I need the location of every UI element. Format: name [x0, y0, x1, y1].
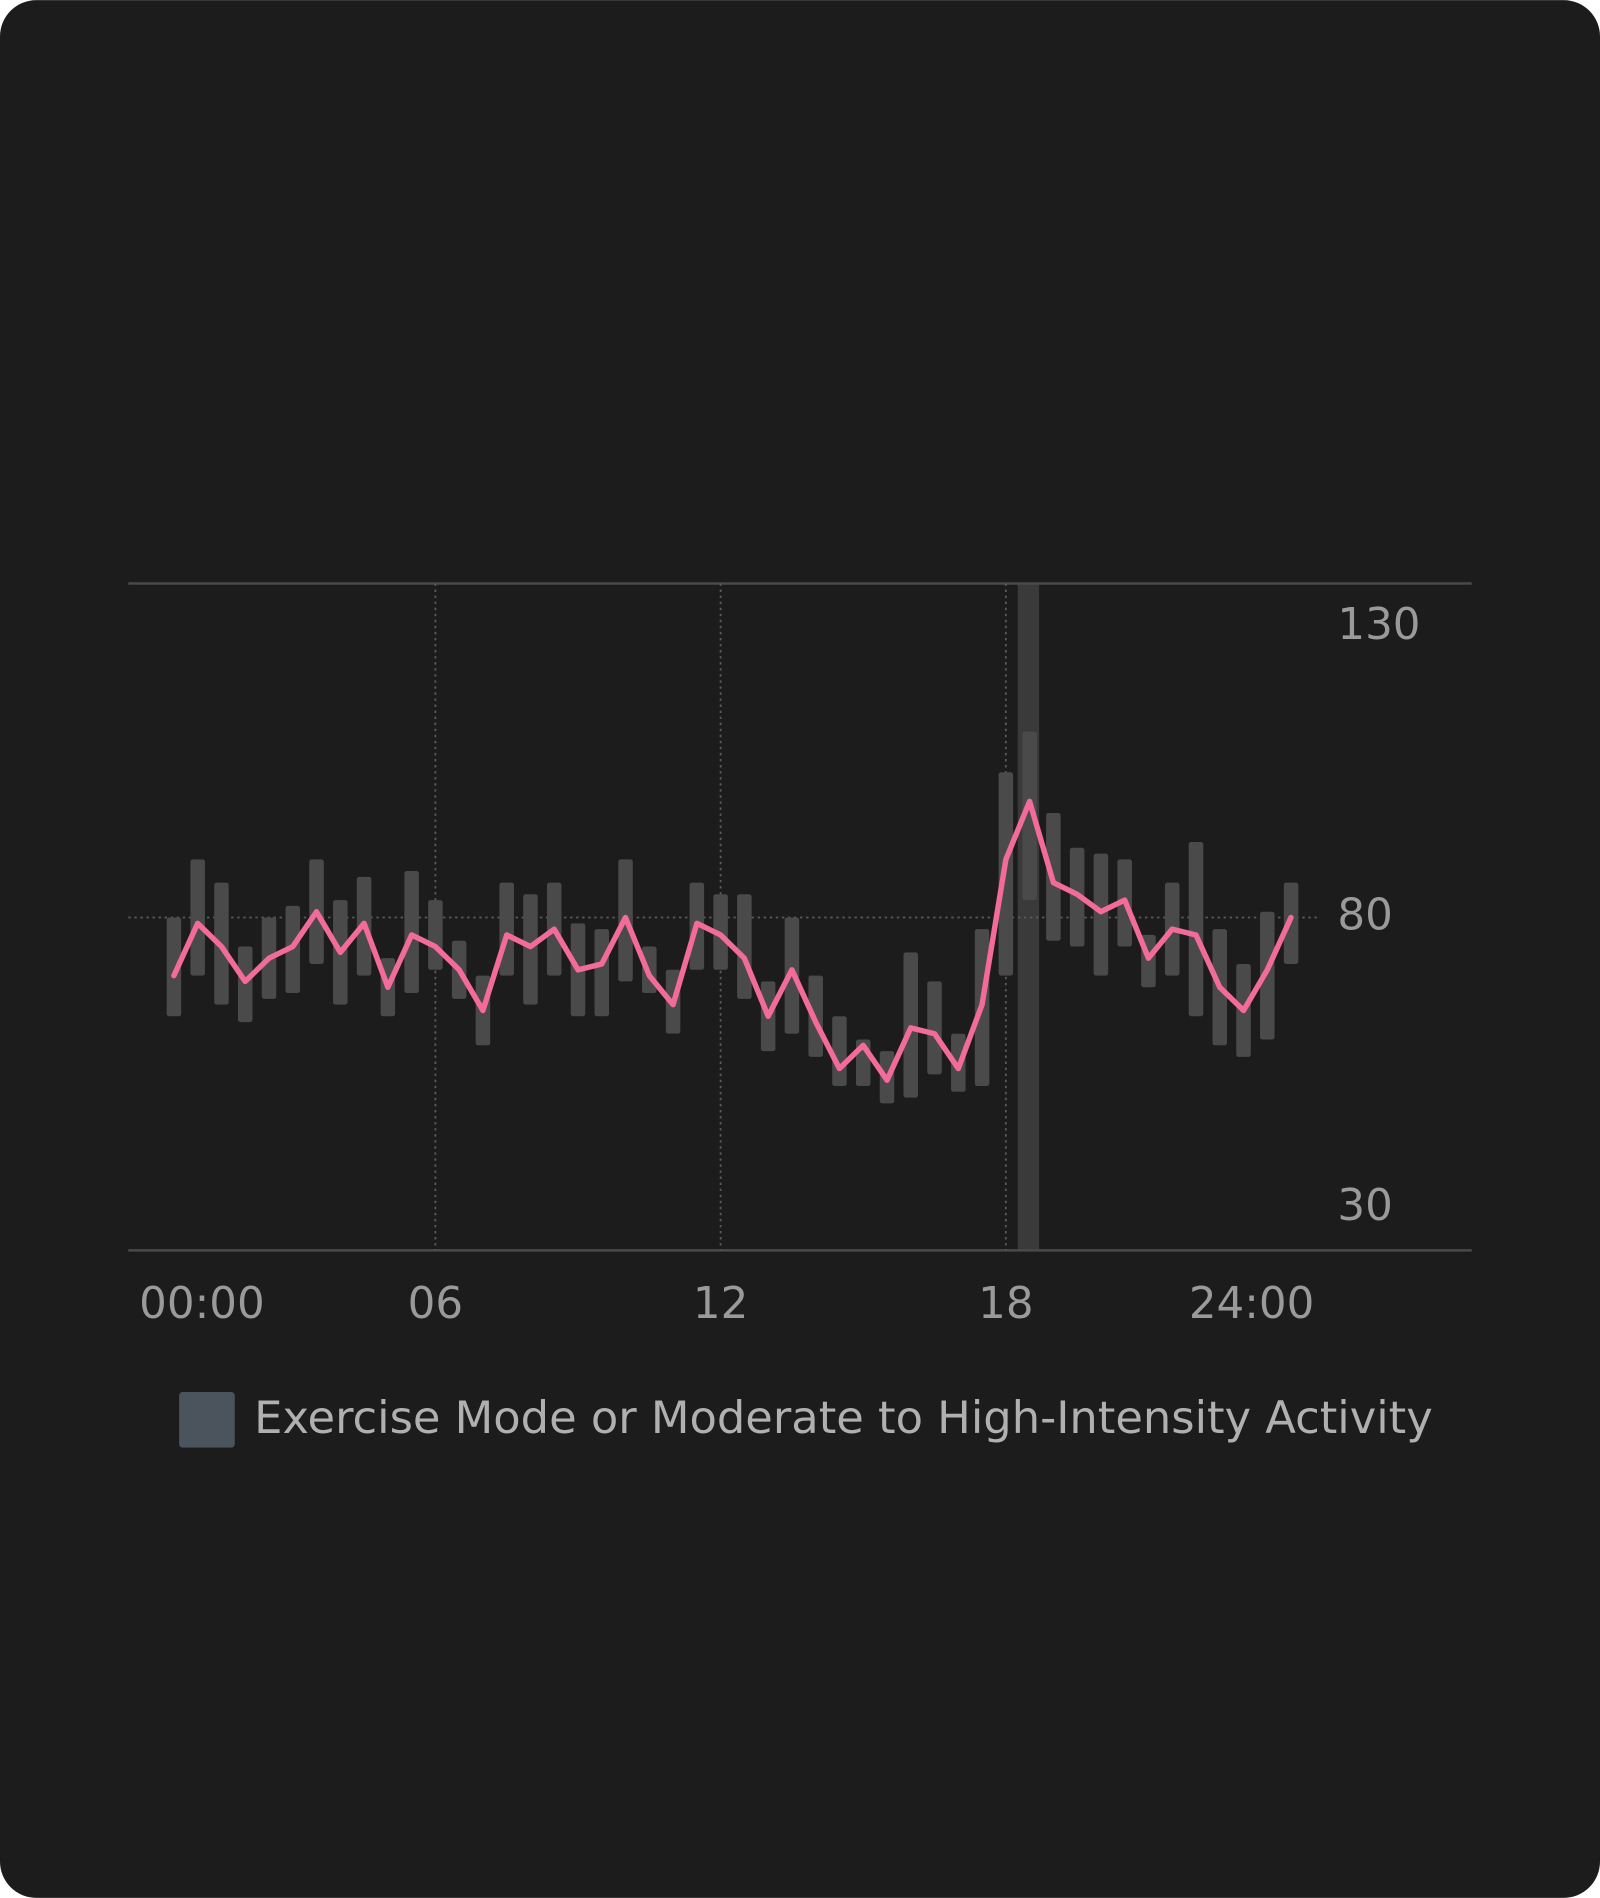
x-tick-label: 06 [408, 1279, 463, 1329]
range-bar [927, 981, 942, 1075]
range-bar [190, 859, 205, 976]
x-tick-label: 24:00 [1189, 1279, 1315, 1329]
range-bar [499, 882, 514, 976]
range-bar [428, 900, 443, 970]
range-bar [1260, 911, 1275, 1040]
range-bar [166, 917, 182, 1017]
range-bar [832, 1016, 847, 1086]
range-bar [594, 929, 610, 1017]
range-bar [1188, 841, 1204, 1017]
range-bar [1093, 853, 1109, 976]
y-tick-label: 130 [1337, 600, 1420, 650]
y-tick-label: 30 [1337, 1181, 1392, 1231]
exercise-band [1017, 583, 1040, 1251]
range-bar [903, 952, 919, 1098]
x-tick-label: 12 [693, 1279, 748, 1329]
range-bar [1022, 731, 1037, 901]
range-bar [404, 871, 419, 994]
y-tick-label: 80 [1337, 891, 1392, 941]
x-tick-label: 00:00 [139, 1279, 265, 1329]
heart-rate-line [171, 798, 1294, 1083]
x-tick-label: 18 [978, 1279, 1033, 1329]
range-bar [237, 946, 253, 1023]
range-bar [523, 894, 538, 1005]
range-bar [737, 894, 752, 999]
legend-swatch [179, 1391, 235, 1448]
legend-label: Exercise Mode or Moderate to High-Intens… [254, 1391, 1433, 1444]
